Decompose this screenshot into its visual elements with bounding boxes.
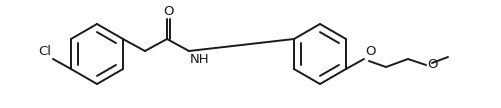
- Text: O: O: [426, 59, 436, 71]
- Text: NH: NH: [189, 53, 209, 66]
- Text: O: O: [364, 45, 375, 58]
- Text: Cl: Cl: [38, 45, 51, 58]
- Text: O: O: [163, 5, 173, 18]
